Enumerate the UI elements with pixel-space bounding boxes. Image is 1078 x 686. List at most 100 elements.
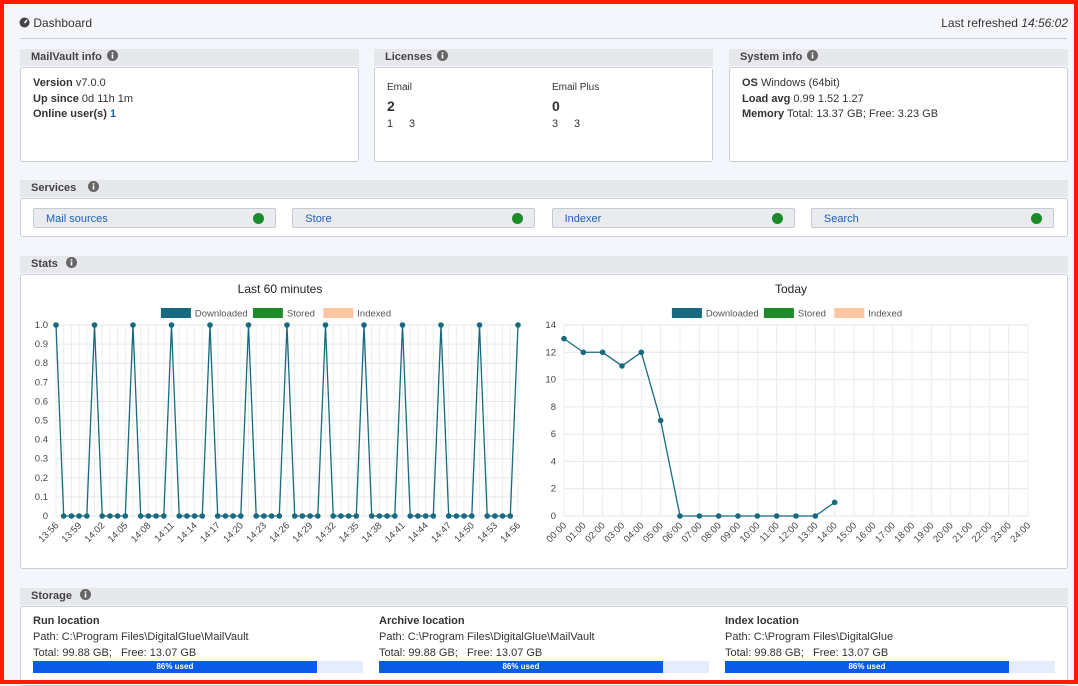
usage-label: 86% used bbox=[848, 662, 886, 671]
panel-header: Services bbox=[20, 180, 1068, 197]
x-tick-label: 14:17 bbox=[198, 520, 223, 545]
x-tick-label: 19:00 bbox=[912, 520, 937, 545]
page-title: Dashboard bbox=[33, 16, 93, 30]
data-point bbox=[619, 363, 625, 369]
x-tick-label: 14:32 bbox=[314, 520, 339, 545]
y-tick-label: 0.1 bbox=[35, 492, 48, 503]
y-tick-label: 0.3 bbox=[35, 454, 48, 465]
license-detail: 1 bbox=[387, 118, 394, 130]
data-point bbox=[561, 335, 567, 342]
data-point bbox=[638, 349, 645, 356]
data-point bbox=[445, 513, 452, 519]
data-point bbox=[130, 322, 136, 328]
x-tick-label: 14:26 bbox=[268, 520, 293, 545]
storage-totals: Total: 99.88 GB; Free: 13.07 GB bbox=[379, 647, 543, 659]
x-tick-label: 16:00 bbox=[854, 520, 879, 545]
info-icon bbox=[437, 50, 449, 61]
info-value: 0.99 1.52 1.27 bbox=[793, 92, 864, 105]
service-button[interactable]: Search bbox=[810, 208, 1054, 228]
service-button[interactable]: Store bbox=[292, 208, 536, 228]
data-point bbox=[696, 513, 703, 519]
y-tick-label: 10 bbox=[545, 375, 556, 386]
data-point bbox=[384, 513, 390, 519]
legend-label: Indexed bbox=[357, 309, 391, 320]
y-tick-label: 4 bbox=[551, 456, 556, 467]
y-tick-label: 12 bbox=[545, 347, 556, 358]
data-point bbox=[407, 513, 414, 519]
data-point bbox=[461, 513, 467, 519]
data-point bbox=[76, 513, 82, 519]
x-tick-label: 04:00 bbox=[622, 520, 647, 545]
usage-label: 86% used bbox=[156, 662, 194, 671]
x-tick-label: 14:23 bbox=[244, 520, 269, 545]
legend-label: Downloaded bbox=[706, 309, 759, 320]
y-tick-label: 0.8 bbox=[35, 358, 48, 369]
service-button[interactable]: Mail sources bbox=[33, 208, 276, 228]
data-point bbox=[114, 513, 121, 519]
storage-name: Run location bbox=[33, 615, 100, 627]
data-point bbox=[153, 513, 159, 519]
data-point bbox=[507, 513, 514, 519]
x-tick-label: 21:00 bbox=[951, 520, 976, 545]
data-point bbox=[122, 513, 129, 519]
x-tick-label: 03:00 bbox=[603, 520, 628, 545]
data-point bbox=[430, 513, 437, 519]
data-point bbox=[735, 513, 741, 519]
y-tick-label: 1.0 bbox=[35, 320, 48, 331]
legend-label: Downloaded bbox=[195, 309, 248, 320]
data-point bbox=[284, 322, 290, 328]
y-tick-label: 0.6 bbox=[35, 396, 48, 407]
storage-name: Index location bbox=[725, 615, 799, 627]
info-label: OS bbox=[742, 77, 758, 89]
data-point bbox=[222, 513, 229, 519]
service-button[interactable]: Indexer bbox=[551, 208, 795, 228]
y-tick-label: 0.9 bbox=[35, 339, 48, 350]
license-detail: 3 bbox=[574, 118, 581, 130]
data-point bbox=[812, 513, 819, 519]
x-tick-label: 14:41 bbox=[383, 520, 408, 545]
data-point bbox=[68, 513, 75, 519]
panel-body: Version v7.0.0 Up since 0d 11h 1m Online u… bbox=[20, 67, 359, 162]
data-point bbox=[392, 513, 398, 519]
info-label: Load avg bbox=[742, 92, 791, 105]
storage-path: Path: C:\Program Files\DigitalGlue bbox=[725, 631, 894, 643]
data-point bbox=[107, 513, 113, 519]
x-tick-label: 14:05 bbox=[106, 520, 131, 545]
data-point bbox=[199, 513, 206, 519]
panel-title: Licenses bbox=[385, 51, 433, 63]
chart: Last 60 minutes Downloaded Stored Indexed 0 0… bbox=[35, 282, 523, 545]
storage-path: Path: C:\Program Files\DigitalGlue\MailV… bbox=[33, 631, 249, 643]
data-point bbox=[599, 349, 606, 356]
legend-swatch bbox=[323, 308, 354, 318]
info-label: Version bbox=[33, 77, 73, 89]
data-point bbox=[184, 513, 190, 519]
x-tick-label: 14:00 bbox=[815, 520, 840, 545]
panel-title: System info bbox=[740, 51, 803, 63]
data-point bbox=[322, 322, 329, 328]
refresh-time: 14:56:02 bbox=[1021, 16, 1068, 30]
info-icon bbox=[807, 50, 819, 61]
y-tick-label: 0.7 bbox=[35, 377, 48, 388]
info-value: v7.0.0 bbox=[75, 77, 106, 89]
info-value: 1 bbox=[110, 108, 117, 120]
usage-bar: 86% used bbox=[379, 661, 709, 673]
data-point bbox=[353, 513, 360, 519]
chart-title: Today bbox=[775, 282, 807, 296]
info-row: Online user(s) 1 bbox=[33, 107, 346, 123]
x-tick-label: 07:00 bbox=[680, 520, 705, 545]
data-point bbox=[230, 513, 236, 519]
x-tick-label: 01:00 bbox=[564, 520, 589, 545]
x-tick-label: 14:29 bbox=[291, 520, 316, 545]
info-label: Memory bbox=[742, 108, 785, 120]
x-tick-label: 12:00 bbox=[777, 520, 802, 545]
legend-swatch bbox=[252, 308, 283, 318]
info-icon bbox=[88, 181, 100, 192]
data-point bbox=[176, 513, 182, 519]
data-point bbox=[91, 322, 98, 328]
panel-body: Email 2 1 3 Email Plus 0 3 3 bbox=[374, 67, 713, 162]
data-point bbox=[276, 513, 283, 519]
data-point bbox=[657, 417, 664, 424]
x-tick-label: 13:00 bbox=[796, 520, 821, 545]
panel-title: MailVault info bbox=[31, 51, 102, 63]
data-point bbox=[299, 513, 306, 519]
